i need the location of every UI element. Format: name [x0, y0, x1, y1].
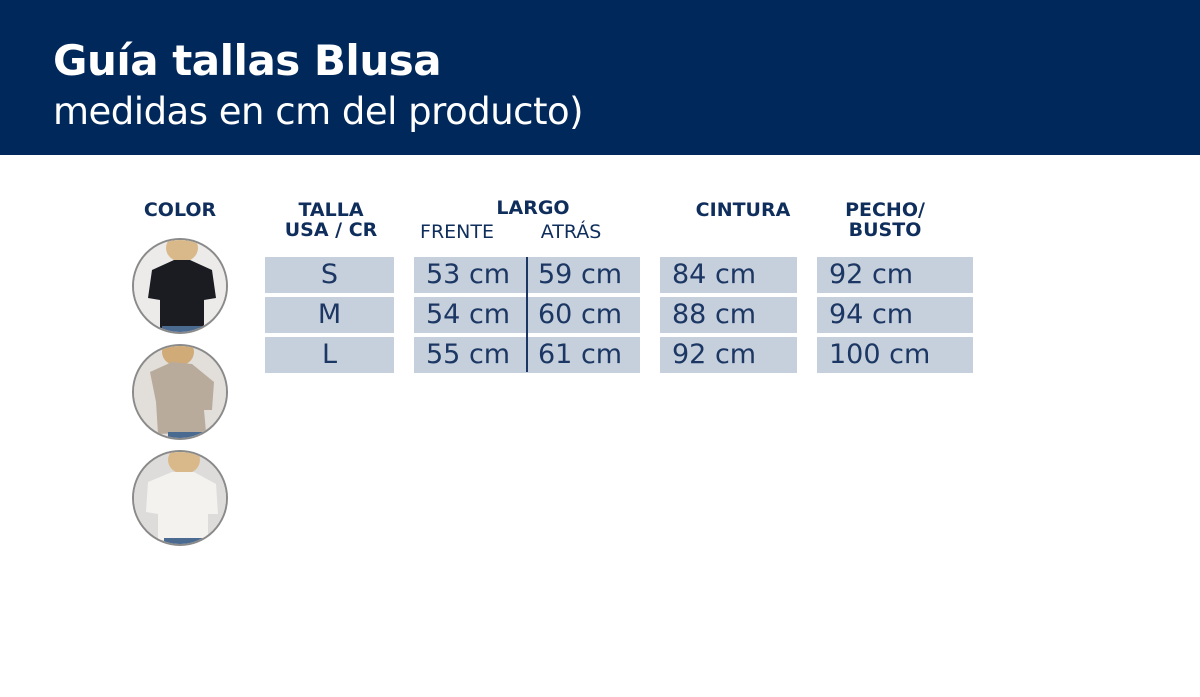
cell-cintura: 88 cm — [660, 297, 797, 333]
cell-talla: L — [265, 337, 394, 373]
column-header-talla: TALLA USA / CR — [285, 200, 378, 240]
cell-atras: 60 cm — [538, 299, 623, 330]
largo-divider — [526, 257, 528, 372]
column-header-largo: LARGO — [496, 197, 570, 219]
cell-atras: 59 cm — [538, 259, 623, 290]
color-photo-beige — [132, 344, 228, 440]
cell-talla: S — [265, 257, 394, 293]
color-photo-black — [132, 238, 228, 334]
color-photo-white — [132, 450, 228, 546]
cell-atras: 61 cm — [538, 339, 623, 370]
column-header-cintura: CINTURA — [695, 199, 791, 221]
cell-pecho: 94 cm — [817, 297, 973, 333]
column-header-frente: FRENTE — [420, 221, 494, 243]
page-subtitle: medidas en cm del producto) — [53, 90, 584, 133]
pecho-label: PECHO/ — [845, 199, 925, 221]
column-header-atras: ATRÁS — [540, 221, 602, 243]
cell-pecho: 100 cm — [817, 337, 973, 373]
column-header-color: COLOR — [143, 199, 217, 221]
cell-cintura: 84 cm — [660, 257, 797, 293]
busto-label: BUSTO — [848, 219, 922, 241]
cell-cintura: 92 cm — [660, 337, 797, 373]
talla-label: TALLA — [298, 199, 364, 221]
page-title: Guía tallas Blusa — [53, 36, 442, 85]
talla-sublabel: USA / CR — [284, 219, 378, 241]
header-banner: Guía tallas Blusa medidas en cm del prod… — [0, 0, 1200, 155]
column-header-pecho: PECHO/ BUSTO — [845, 200, 925, 240]
cell-pecho: 92 cm — [817, 257, 973, 293]
cell-talla: M — [265, 297, 394, 333]
